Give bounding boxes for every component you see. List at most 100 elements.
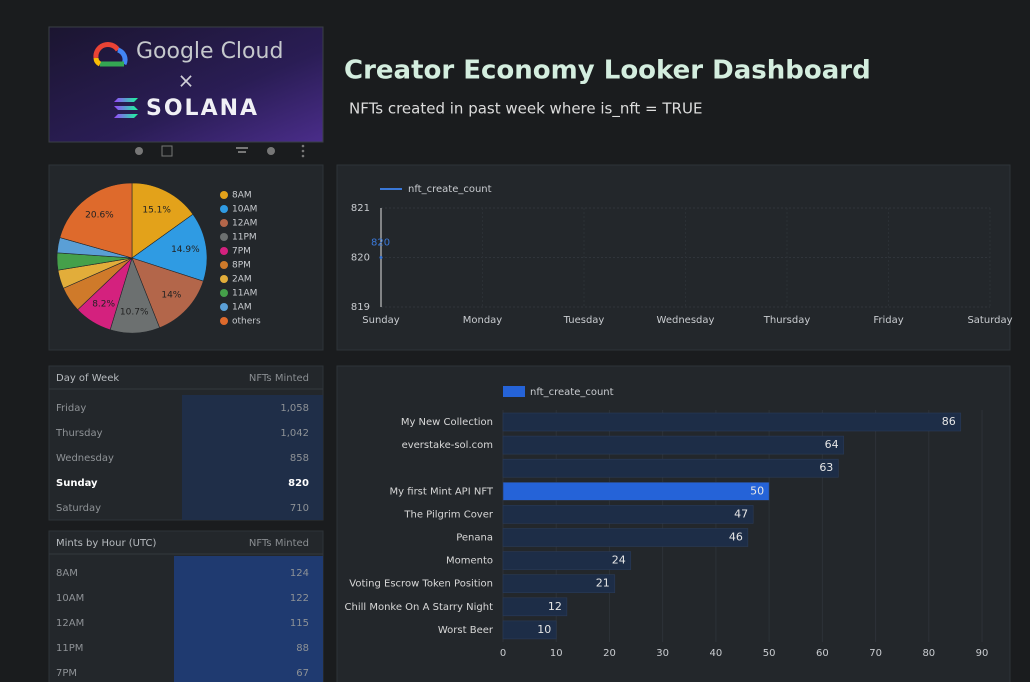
- cell: 1,042: [280, 428, 309, 439]
- line-point: [379, 256, 383, 259]
- slice-label: 15.1%: [142, 205, 171, 215]
- bar-value-label: 21: [596, 577, 610, 590]
- legend-label: 11AM: [232, 289, 257, 299]
- slice-label: 14.9%: [171, 245, 200, 255]
- x-tick-label: 10: [550, 648, 563, 659]
- subtitle: NFTs created in past week where is_nft =…: [349, 100, 702, 119]
- cell: 1,058: [280, 403, 309, 414]
- bar: [502, 481, 770, 501]
- x-tick-label: 60: [816, 648, 829, 659]
- cell: 820: [288, 478, 309, 489]
- bar-value-label: 86: [942, 415, 956, 428]
- toolbar-icon[interactable]: [267, 147, 275, 155]
- category-label: The Pilgrim Cover: [403, 509, 493, 520]
- column-header: Mints by Hour (UTC): [56, 538, 156, 549]
- x-tick-label: Wednesday: [657, 315, 715, 326]
- toolbar-icon[interactable]: [236, 147, 248, 149]
- column-header: Day of Week: [56, 373, 119, 384]
- x-tick-label: Tuesday: [563, 315, 605, 326]
- legend-label: nft_create_count: [408, 184, 492, 195]
- x-tick-label: Friday: [873, 315, 903, 326]
- legend-label: 11PM: [232, 233, 257, 243]
- x-tick-label: 70: [869, 648, 882, 659]
- toolbar-icon[interactable]: [238, 151, 246, 153]
- legend-label: 10AM: [232, 205, 257, 215]
- cell: Wednesday: [56, 453, 114, 464]
- pie-slice: [131, 213, 208, 282]
- slice-label: 14%: [161, 290, 181, 300]
- category-label: Voting Escrow Token Position: [349, 579, 493, 590]
- legend-swatch: [220, 191, 228, 199]
- bar-value-label: 50: [750, 484, 764, 497]
- legend-swatch: [220, 247, 228, 255]
- y-tick-label: 819: [351, 302, 370, 313]
- legend-swatch: [220, 233, 228, 241]
- bar: [502, 551, 632, 570]
- cell: 7PM: [56, 668, 77, 679]
- cell: 88: [296, 643, 309, 654]
- pie-slice: [131, 182, 194, 259]
- cell: 12AM: [56, 618, 84, 629]
- bar: [502, 574, 616, 594]
- legend-label: nft_create_count: [530, 387, 614, 398]
- cell: 10AM: [56, 593, 84, 604]
- x-tick-label: 90: [976, 648, 989, 659]
- column-header: NFTs Minted: [249, 538, 309, 549]
- pie-slice: [59, 182, 133, 259]
- pie-slice: [131, 257, 204, 329]
- logo-partner: SOLANA: [146, 96, 259, 121]
- legend-label: 8AM: [232, 191, 252, 201]
- bar: [502, 528, 749, 547]
- cell: Friday: [56, 403, 86, 414]
- toolbar: [135, 144, 305, 158]
- category-label: Chill Monke On A Starry Night: [345, 602, 494, 613]
- x-tick-label: 80: [922, 648, 935, 659]
- x-tick-label: Monday: [463, 315, 503, 326]
- legend-swatch: [220, 317, 228, 325]
- x-tick-label: 30: [656, 648, 669, 659]
- cell: 11PM: [56, 643, 83, 654]
- legend-swatch: [220, 289, 228, 297]
- slice-label: 8.2%: [92, 299, 115, 309]
- x-tick-label: 50: [763, 648, 776, 659]
- x-tick-label: 0: [500, 648, 506, 659]
- legend-label: 12AM: [232, 219, 257, 229]
- category-label: Momento: [446, 556, 493, 567]
- bar: [502, 435, 844, 455]
- slice-label: 10.7%: [120, 307, 149, 317]
- bar-value-label: 64: [825, 438, 839, 451]
- cell: Thursday: [55, 428, 103, 439]
- category-label: Penana: [456, 533, 493, 544]
- category-label: Worst Beer: [438, 625, 494, 636]
- bar-value-label: 12: [548, 600, 562, 613]
- y-tick-label: 821: [351, 203, 370, 214]
- legend-swatch: [220, 275, 228, 283]
- bar: [502, 505, 754, 524]
- slice-label: 20.6%: [85, 210, 114, 220]
- bar-value-label: 46: [729, 531, 743, 544]
- y-tick-label: 820: [351, 253, 370, 264]
- bar-value-label: 47: [734, 507, 748, 520]
- cell: 124: [290, 568, 309, 579]
- cell: 67: [296, 668, 309, 679]
- cell-bar-bg: [174, 556, 323, 682]
- bar: [502, 458, 839, 478]
- cell: 122: [290, 593, 309, 604]
- logo-brand: Google Cloud: [136, 39, 283, 64]
- legend-label: 7PM: [232, 247, 251, 257]
- logo-box: [48, 26, 324, 143]
- legend-label: 1AM: [232, 303, 252, 313]
- title: Creator Economy Looker Dashboard: [344, 56, 871, 86]
- toolbar-icon[interactable]: [161, 145, 173, 157]
- x-tick-label: Thursday: [763, 315, 811, 326]
- toolbar-icon[interactable]: [135, 147, 143, 155]
- category-label: My New Collection: [401, 417, 493, 428]
- legend-swatch: [220, 261, 228, 269]
- legend-label: 2AM: [232, 275, 252, 285]
- toolbar-icon[interactable]: [301, 144, 305, 148]
- cell: 710: [290, 503, 309, 514]
- x-tick-label: 20: [603, 648, 616, 659]
- bar: [502, 412, 962, 432]
